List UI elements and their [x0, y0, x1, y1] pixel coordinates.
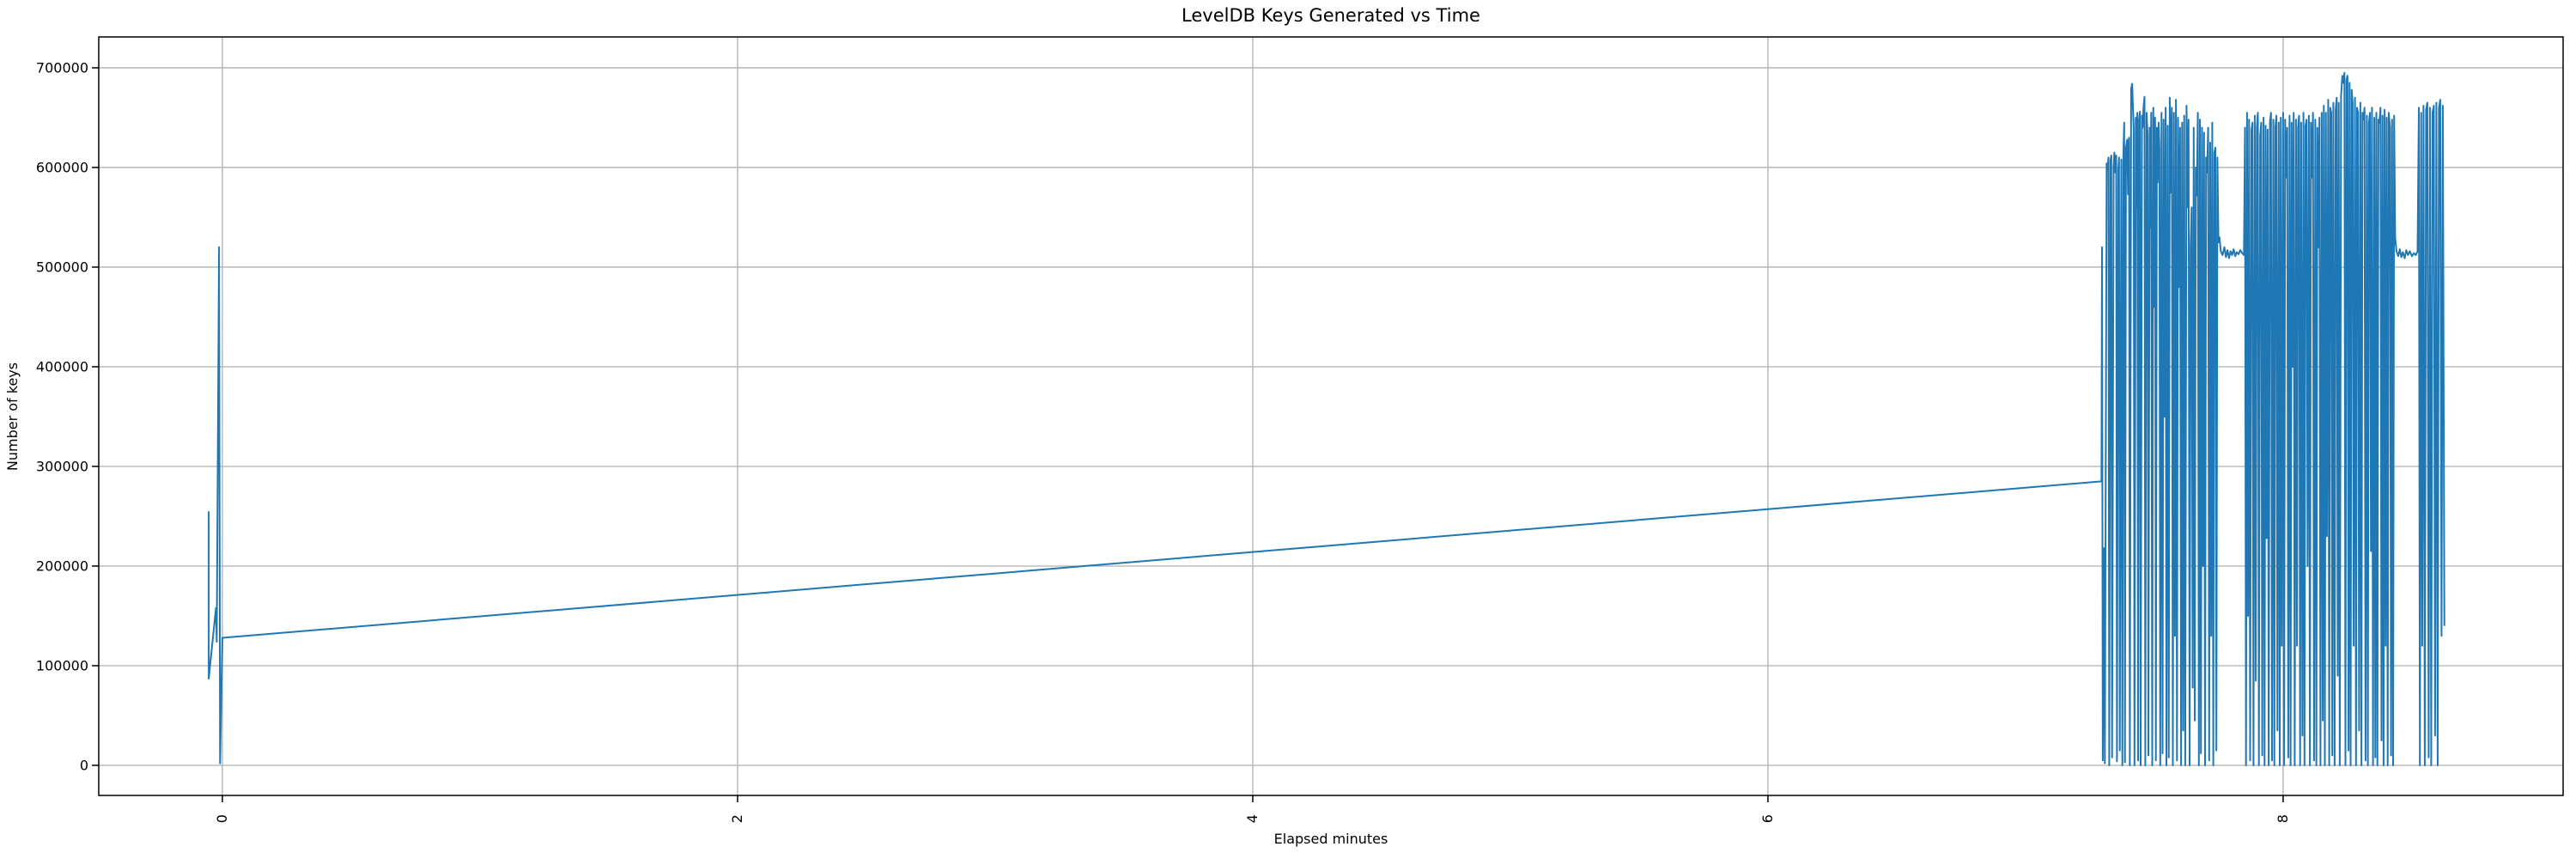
axis-ticks: 0 2 4 6 8 0 100000 200000 300000 400000 500000 6000…: [36, 59, 2291, 823]
y-tick-label: 100000: [36, 657, 88, 673]
series-line-keys-generated: [208, 71, 2445, 766]
y-tick-label: 200000: [36, 557, 88, 574]
x-tick-label: 6: [1759, 814, 1776, 823]
y-tick-label: 400000: [36, 358, 88, 375]
y-axis-label: Number of keys: [4, 362, 21, 471]
x-axis-label: Elapsed minutes: [1274, 831, 1388, 847]
data-series-layer: [208, 71, 2445, 766]
x-tick-label: 8: [2275, 814, 2291, 823]
x-tick-label: 4: [1244, 814, 1261, 823]
plot-border: [98, 36, 2564, 796]
y-tick-label: 0: [80, 757, 88, 773]
y-tick-label: 600000: [36, 159, 88, 175]
y-tick-label: 700000: [36, 59, 88, 76]
chart-title: LevelDB Keys Generated vs Time: [1182, 5, 1480, 26]
y-tick-label: 300000: [36, 458, 88, 474]
x-tick-label: 2: [729, 814, 745, 823]
x-tick-label: 0: [214, 814, 230, 823]
y-tick-label: 500000: [36, 259, 88, 275]
